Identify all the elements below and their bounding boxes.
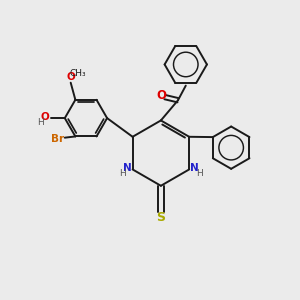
Text: S: S [156, 211, 165, 224]
Text: H: H [196, 169, 203, 178]
Text: Br: Br [51, 134, 64, 144]
Text: O: O [66, 72, 75, 82]
Text: O: O [41, 112, 50, 122]
Text: N: N [190, 163, 199, 173]
Text: N: N [123, 163, 131, 173]
Text: H: H [119, 169, 126, 178]
Text: H: H [38, 118, 44, 127]
Text: O: O [156, 89, 166, 102]
Text: CH₃: CH₃ [69, 69, 86, 78]
